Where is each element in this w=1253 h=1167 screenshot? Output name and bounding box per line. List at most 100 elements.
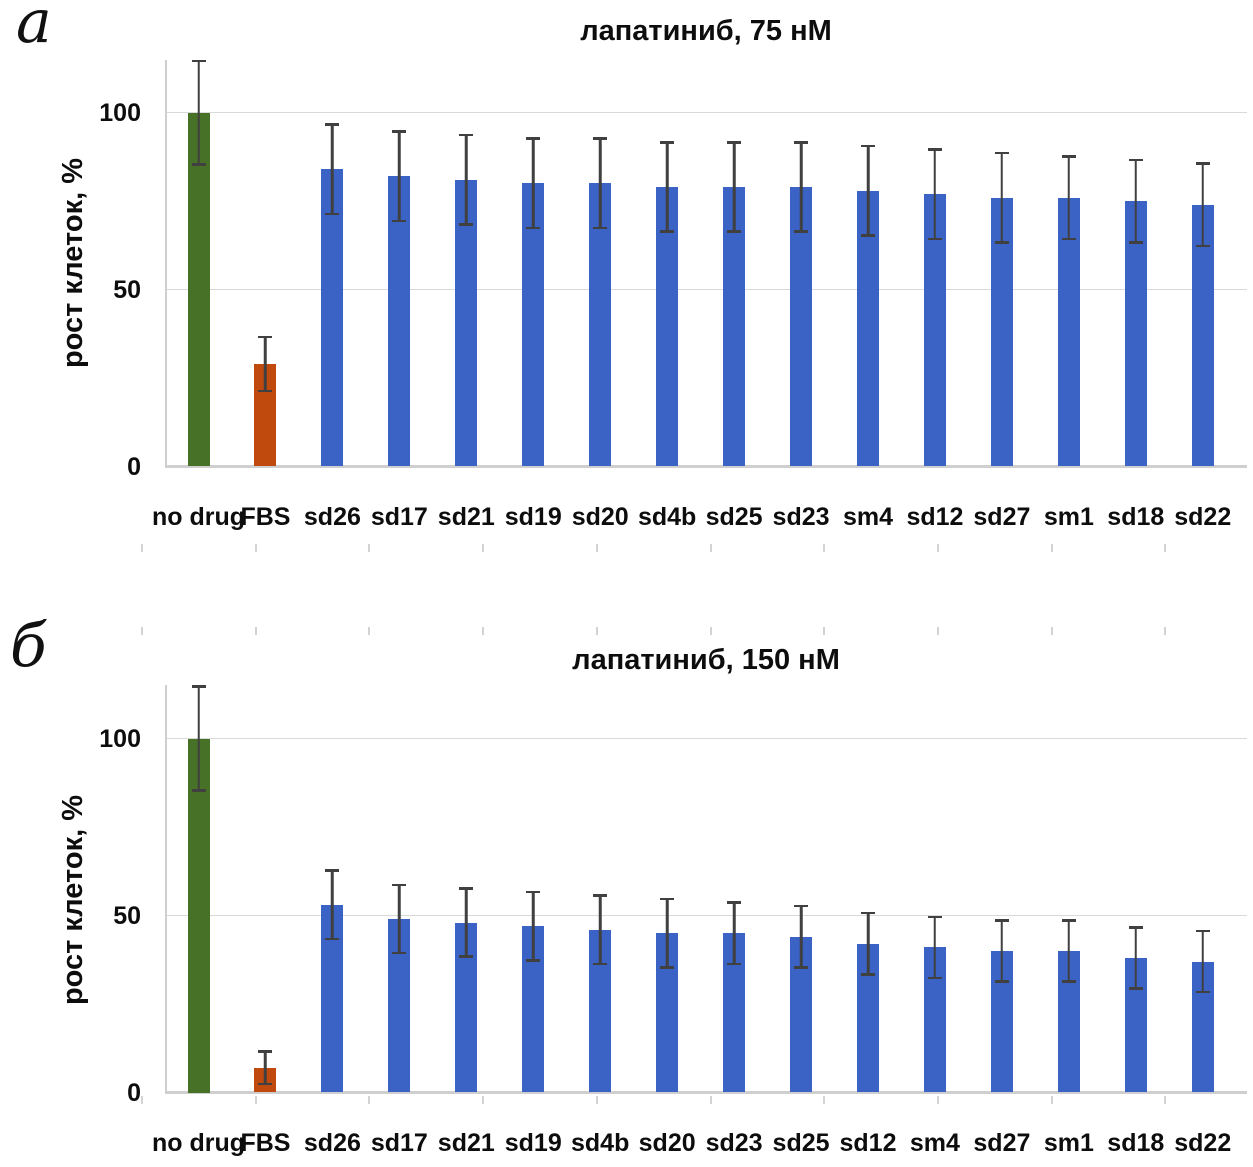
- panel-b-x-label-sd18: sd18: [1107, 1129, 1165, 1157]
- panel-b-bar-sd18: [1124, 957, 1147, 1093]
- panel-b-axis-tick-mark-0-7: [937, 1096, 939, 1104]
- panel-a-error-cap-bottom-sd19: [526, 226, 541, 230]
- panel-a-error-cap-bottom-sd23: [794, 230, 809, 233]
- panel-a-bar-sd27: [990, 197, 1013, 467]
- panel-b-bar-sd4b: [589, 929, 612, 1093]
- panel-b-error-bar-sm4: [927, 915, 942, 980]
- panel-a-error-line-fbs: [264, 335, 267, 393]
- panel-a-error-line-sd27: [1000, 151, 1004, 244]
- panel-a-x-label-sd26: sd26: [303, 503, 361, 531]
- panel-b-error-cap-bottom-sd20: [660, 966, 675, 969]
- panel-a-error-bar-sd27: [994, 151, 1009, 244]
- panel-b-error-bar-sd19: [526, 890, 541, 962]
- panel-b-chart-title: лапатиниб, 150 нМ: [572, 644, 840, 676]
- panel-a-error-line-sd12: [933, 148, 937, 241]
- panel-a-bar-sd17: [388, 176, 411, 467]
- panel-a-error-cap-top-sd19: [526, 137, 541, 140]
- panel-a-error-cap-top-sd20: [593, 137, 608, 140]
- panel-a-x-label-sm1: sm1: [1043, 503, 1094, 531]
- panel-a-error-cap-bottom-sd12: [927, 237, 942, 241]
- panel-a-error-cap-bottom-sd27: [994, 241, 1009, 244]
- panel-a-x-label-fbs: FBS: [240, 503, 291, 531]
- panel-a-error-cap-bottom-sd26: [325, 212, 340, 216]
- panel-a-x-label-sd25: sd25: [705, 503, 763, 531]
- panel-b-x-label-sd19: sd19: [504, 1129, 562, 1157]
- panel-a-axis-tick-mark-1-4: [596, 627, 598, 635]
- panel-a-bar-sd4b: [656, 186, 679, 467]
- panel-b-error-cap-top-sm4: [927, 915, 942, 918]
- panel-b-error-line-no-drug: [197, 685, 200, 792]
- panel-b-error-bar-sd12: [861, 911, 875, 976]
- panel-a-error-line-sd25: [732, 141, 736, 233]
- panel-a-axis-tick-mark-1-0: [141, 627, 143, 635]
- panel-a-bar-sd19: [522, 183, 545, 467]
- panel-a-error-cap-top-no-drug: [191, 59, 206, 63]
- panel-b-bar-sd19: [522, 926, 545, 1093]
- panel-b-gridline-50: [165, 914, 1247, 917]
- panel-b-axis-tick-mark-0-0: [141, 1096, 143, 1104]
- panel-b-error-cap-bottom-sm4: [927, 976, 942, 980]
- panel-b-error-line-sd4b: [598, 894, 602, 966]
- panel-a-error-cap-top-sd18: [1128, 158, 1143, 162]
- panel-a-axis-tick-mark-1-3: [482, 627, 484, 635]
- panel-a-x-label-no-drug: no drug: [151, 503, 246, 531]
- panel-a-bar-sd12: [923, 194, 946, 467]
- panel-b-x-label-sd4b: sd4b: [571, 1129, 630, 1157]
- panel-a-axis-tick-mark-0-9: [1164, 544, 1166, 552]
- panel-a-error-bar-no-drug: [191, 59, 206, 166]
- panel-b-error-line-fbs: [264, 1050, 267, 1086]
- panel-b-y-tick-50: 50: [113, 901, 141, 930]
- panel-b-error-cap-top-sd17: [392, 883, 407, 887]
- panel-b-error-line-sd25: [799, 904, 803, 969]
- panel-a-error-cap-top-sm4: [861, 144, 875, 148]
- panel-a-error-cap-bottom-sd21: [459, 223, 474, 226]
- panel-a-error-line-sd17: [398, 130, 401, 223]
- panel-b-error-cap-top-sd12: [861, 911, 875, 915]
- panel-a-axis-tick-mark-0-0: [141, 544, 143, 552]
- panel-b-x-axis-line: [165, 1091, 1247, 1094]
- panel-a-error-cap-bottom-sd4b: [660, 230, 675, 233]
- panel-a-error-cap-top-sd27: [994, 151, 1009, 155]
- panel-a-error-line-sd26: [331, 123, 334, 216]
- panel-a-x-axis-line: [165, 465, 1247, 468]
- panel-b-x-label-sd22: sd22: [1174, 1129, 1232, 1157]
- panel-b-axis-tick-mark-0-8: [1051, 1096, 1053, 1104]
- panel-b-axis-tick-mark-0-4: [596, 1096, 598, 1104]
- panel-b-error-line-sd18: [1134, 926, 1138, 990]
- panel-a-y-tick-100: 100: [99, 98, 141, 127]
- panel-a-letter: a: [16, 0, 52, 57]
- panel-a-error-cap-bottom-no-drug: [191, 163, 206, 166]
- panel-b-error-cap-top-sd22: [1195, 929, 1210, 933]
- panel-b-bar-sd26: [321, 904, 344, 1093]
- panel-a-axis-tick-mark-0-4: [596, 544, 598, 552]
- panel-a-bar-no-drug: [187, 112, 210, 467]
- panel-a-error-cap-top-sd22: [1195, 162, 1210, 165]
- panel-b-x-label-sd20: sd20: [638, 1129, 696, 1157]
- panel-b-error-bar-sd17: [392, 883, 407, 955]
- panel-b-error-bar-sd21: [459, 887, 474, 958]
- panel-b-error-line-sm4: [933, 915, 937, 980]
- panel-a-axis-tick-mark-1-9: [1164, 627, 1166, 635]
- panel-a-error-cap-bottom-fbs: [258, 389, 273, 393]
- panel-b-error-cap-top-no-drug: [191, 685, 206, 688]
- panel-b-error-cap-top-sd21: [459, 887, 474, 890]
- panel-a-error-line-sd4b: [665, 141, 669, 233]
- panel-a-error-cap-top-sd12: [927, 148, 942, 151]
- panel-a-error-bar-sd25: [727, 141, 742, 233]
- panel-b-error-cap-bottom-sd23: [727, 962, 742, 966]
- panel-a-error-bar-sd23: [794, 141, 809, 233]
- panel-a-bar-sd20: [589, 183, 612, 467]
- panel-a-error-cap-bottom-sd20: [593, 226, 608, 230]
- panel-a-error-bar-sd12: [927, 148, 942, 241]
- panel-b-error-cap-bottom-sm1: [1061, 980, 1076, 983]
- panel-b-error-line-sd17: [398, 883, 401, 955]
- panel-a-axis-tick-mark-1-5: [710, 627, 712, 635]
- panel-b-error-cap-top-sd26: [325, 869, 340, 872]
- panel-a-error-bar-sm1: [1061, 155, 1076, 241]
- panel-b-error-cap-bottom-sd17: [392, 951, 407, 955]
- panel-a-error-cap-top-sm1: [1061, 155, 1076, 158]
- panel-a-x-label-sd17: sd17: [370, 503, 428, 531]
- panel-a-bar-sm4: [857, 190, 879, 467]
- panel-a-error-cap-top-sd17: [392, 130, 407, 133]
- panel-a-x-label-sd4b: sd4b: [637, 503, 697, 531]
